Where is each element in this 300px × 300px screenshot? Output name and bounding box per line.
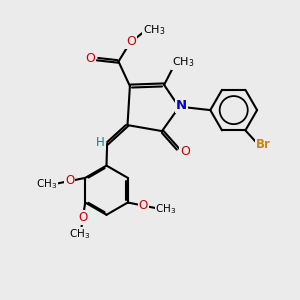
Text: O: O <box>139 199 148 212</box>
Text: O: O <box>78 212 88 224</box>
Text: CH$_3$: CH$_3$ <box>36 177 58 191</box>
Text: O: O <box>85 52 95 65</box>
Text: CH$_3$: CH$_3$ <box>172 55 195 69</box>
Text: CH$_3$: CH$_3$ <box>155 202 177 216</box>
Text: N: N <box>176 99 187 112</box>
Text: CH$_3$: CH$_3$ <box>69 227 90 241</box>
Text: O: O <box>180 145 190 158</box>
Text: H: H <box>96 136 105 149</box>
Text: O: O <box>65 175 74 188</box>
Text: Br: Br <box>256 138 271 151</box>
Text: O: O <box>126 34 136 48</box>
Text: CH$_3$: CH$_3$ <box>143 23 165 37</box>
